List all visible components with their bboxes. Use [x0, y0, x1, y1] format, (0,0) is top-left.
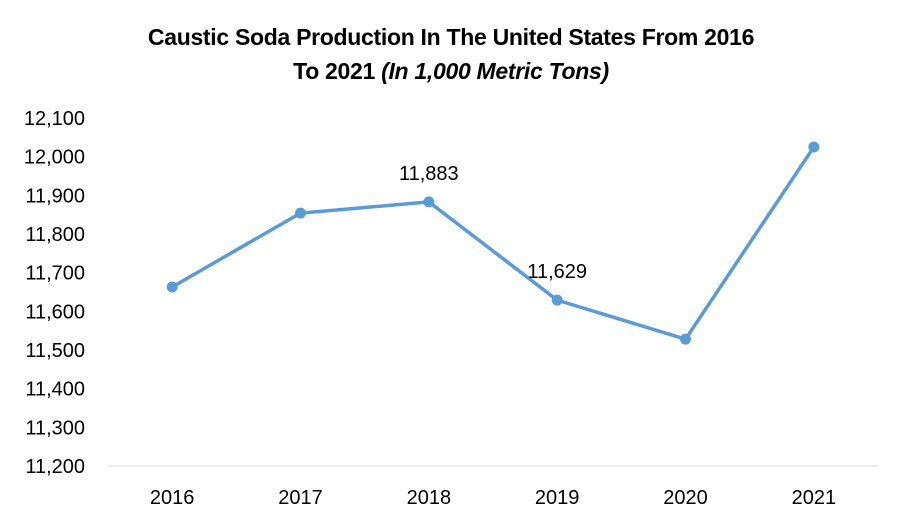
- data-labels: 11,883 11,629: [399, 163, 587, 283]
- data-point-2017[interactable]: [295, 207, 306, 219]
- data-point-2021[interactable]: [808, 141, 820, 153]
- x-tick-label: 2016: [150, 487, 195, 509]
- x-tick-label: 2018: [407, 487, 452, 509]
- x-tick-label: 2019: [535, 487, 580, 509]
- y-tick-label: 11,200: [25, 456, 85, 478]
- y-tick-label: 12,100: [24, 108, 85, 130]
- data-point-2018[interactable]: [423, 196, 435, 208]
- chart-title-units: (In 1,000 Metric Tons): [381, 58, 609, 84]
- chart-title-line-1: Caustic Soda Production In The United St…: [147, 24, 755, 50]
- x-axis-ticks: 2016 2017 2018 2019 2020 2021: [150, 487, 836, 509]
- data-point-2016[interactable]: [166, 281, 178, 293]
- data-point-2019[interactable]: [551, 294, 563, 306]
- y-tick-label: 11,700: [25, 263, 85, 285]
- x-tick-label: 2017: [278, 487, 323, 509]
- y-tick-label: 11,800: [25, 224, 85, 246]
- chart-title: Caustic Soda Production In The United St…: [0, 20, 902, 88]
- x-tick-label: 2020: [663, 487, 708, 509]
- series-line: [170, 145, 816, 341]
- y-axis-ticks: 11,200 11,300 11,400 11,500 11,600 11,700 11,8…: [24, 108, 85, 478]
- data-point-2020[interactable]: [680, 333, 691, 345]
- data-label-2018: 11,883: [399, 163, 459, 185]
- y-tick-label: 11,300: [25, 417, 85, 439]
- chart-title-line-2: To 2021 (In 1,000 Metric Tons): [0, 54, 902, 88]
- y-tick-label: 12,000: [24, 147, 85, 169]
- y-tick-label: 11,400: [25, 379, 85, 401]
- series-group: [166, 141, 820, 345]
- y-tick-label: 11,900: [25, 185, 85, 207]
- x-tick-label: 2021: [792, 487, 837, 509]
- data-label-2019: 11,629: [527, 261, 587, 283]
- y-tick-label: 11,500: [25, 340, 85, 362]
- chart-title-plain: To 2021: [293, 58, 382, 84]
- y-tick-label: 11,600: [25, 301, 85, 323]
